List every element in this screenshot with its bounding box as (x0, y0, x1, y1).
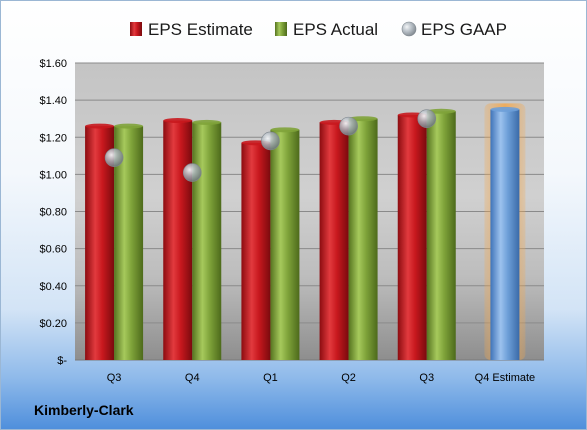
bar (270, 129, 300, 360)
x-tick-label: Q3 (107, 372, 122, 384)
legend-marker (130, 22, 142, 36)
bar (426, 111, 456, 360)
x-tick-label: Q1 (263, 372, 278, 384)
bar (490, 109, 520, 360)
bar (192, 122, 222, 361)
x-tick-label: Q4 Estimate (475, 372, 536, 384)
bar (163, 120, 193, 360)
legend-marker-gaap (401, 21, 417, 37)
y-tick-label: $1.60 (39, 58, 67, 70)
bar (348, 118, 378, 360)
y-tick-label: $0.60 (39, 244, 67, 256)
gaap-point (182, 163, 202, 182)
gridlines (75, 62, 544, 361)
y-axis: $- $0.20 $0.40 $0.60 $0.80 $1.00 $1.20 $1.40 $1.… (39, 58, 67, 367)
x-axis: Q3 Q4 Q1 Q2 Q3 Q4 Estimate (107, 372, 535, 384)
y-tick-label: $1.40 (39, 95, 67, 107)
bar (397, 114, 427, 360)
bar-cap (114, 123, 144, 129)
gaap-point (104, 148, 124, 167)
bar (241, 142, 271, 360)
bar-cap (163, 118, 193, 124)
y-tick-label: $0.40 (39, 281, 67, 293)
bar-cap (348, 116, 378, 122)
gaap-point (261, 131, 280, 151)
y-tick-label: $0.80 (39, 207, 67, 219)
x-tick-label: Q3 (419, 372, 434, 384)
y-tick-label: $1.00 (39, 169, 67, 181)
bar-cap (192, 119, 222, 125)
legend: EPS Estimate EPS Actual EPS GAAP (130, 20, 507, 39)
x-tick-label: Q4 (185, 372, 200, 384)
y-tick-label: $- (57, 355, 67, 367)
gaap-points (104, 109, 437, 182)
bar-cap (490, 106, 520, 112)
bar (319, 122, 349, 361)
bar-cap (270, 127, 300, 133)
legend-label: EPS GAAP (421, 20, 507, 39)
x-tick-label: Q2 (341, 372, 356, 384)
y-tick-label: $0.20 (39, 318, 67, 330)
legend-label: EPS Actual (293, 20, 378, 39)
legend-label: EPS Estimate (148, 20, 253, 39)
company-name: Kimberly-Clark (34, 402, 134, 418)
bar-cap (426, 108, 456, 114)
gaap-point (339, 116, 358, 136)
bar-cap (85, 123, 115, 129)
legend-marker (275, 22, 287, 36)
gaap-point (417, 109, 437, 128)
y-tick-label: $1.20 (39, 132, 67, 144)
bars (85, 103, 526, 361)
